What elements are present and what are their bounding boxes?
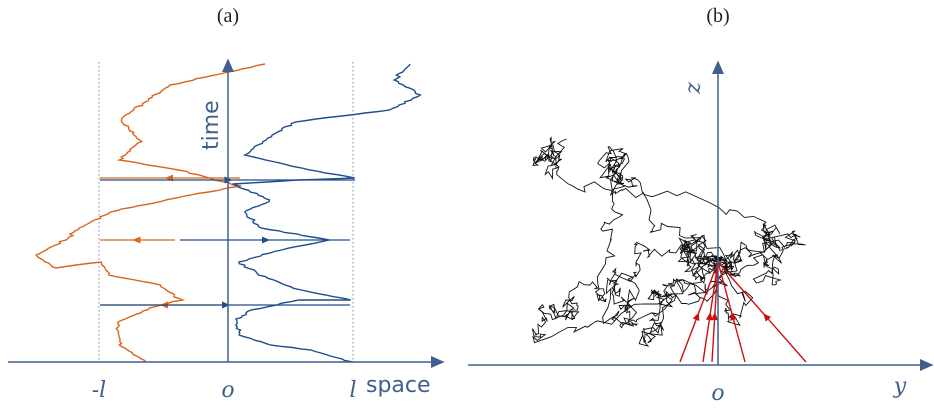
red-arrows <box>679 261 807 363</box>
time-axis-label: time <box>199 100 224 150</box>
tick-minus-l: -l <box>92 378 106 403</box>
tick-origin-a: o <box>221 378 234 403</box>
panel-b: z y o <box>468 60 934 406</box>
red-arrow <box>679 261 719 363</box>
red-arrowhead <box>763 313 772 322</box>
panel-a-label: (a) <box>217 5 239 27</box>
red-arrow <box>717 261 807 363</box>
red-arrow <box>702 261 719 363</box>
panel-a: time space -l o l <box>8 58 445 403</box>
z-axis-label: z <box>681 82 706 95</box>
jump-arrowhead <box>262 236 270 244</box>
origin-label-b: o <box>711 381 724 406</box>
panel-b-label: (b) <box>706 5 729 27</box>
red-arrowhead <box>705 312 713 321</box>
tick-l: l <box>349 378 356 403</box>
y-axis-label: y <box>893 374 907 399</box>
blue-walk-path <box>232 63 422 363</box>
space-axis-label: space <box>366 373 431 398</box>
jump-arrowhead <box>132 236 141 244</box>
red-arrowhead <box>711 312 719 321</box>
jump-arrowhead <box>222 301 230 309</box>
red-arrowhead <box>692 312 700 322</box>
orange-walk-path <box>34 63 266 363</box>
red-arrowhead <box>730 312 738 321</box>
red-arrow <box>717 261 746 363</box>
red-arrow <box>711 261 719 363</box>
